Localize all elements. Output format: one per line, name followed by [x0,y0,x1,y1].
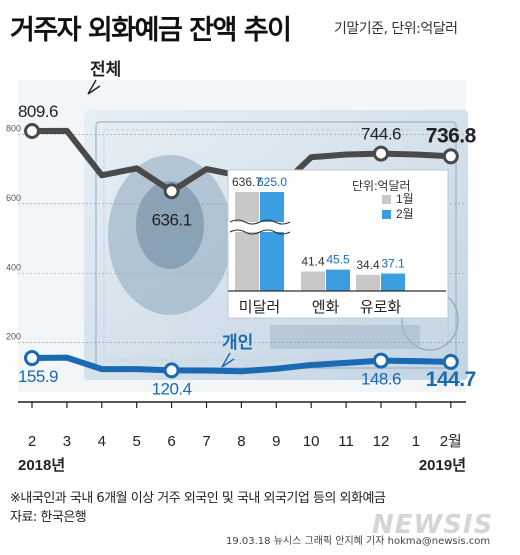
axis-break-mark [229,229,291,235]
x-axis: 2 3 4 5 6 7 8 9 10 11 12 1 2월 2018년 2019년 [18,401,466,474]
callout-pointer [221,352,235,368]
chart-title: 거주자 외화예금 잔액 추이 [10,15,292,46]
bar-2월 [260,192,284,291]
data-point-marker [163,362,180,379]
y-tick-label: 400 [6,262,21,272]
data-point-marker [373,145,389,162]
y-tick-label: 600 [6,193,21,203]
footnote: ※내국인과 국내 6개월 이상 거주 외국인 및 국내 외국기업 등의 외화예금 [10,491,386,506]
data-label: 120.4 [152,379,192,398]
data-label: 148.6 [361,370,401,389]
x-tick-label: 2월 [440,433,462,450]
data-label: 144.7 [426,368,476,391]
legend-label: 2월 [396,207,414,221]
bar-2월 [326,269,350,291]
data-point-marker [442,148,459,165]
x-tick-label: 2 [28,433,36,450]
x-tick-label: 3 [63,433,71,450]
series-name-individual: 개인 [222,333,253,352]
bar-1월 [235,192,259,291]
x-tick-label: 11 [338,433,354,450]
x-tick-label: 10 [303,433,320,450]
data-point-marker [24,123,40,140]
data-label: 736.8 [426,124,477,147]
bar-category-label: 유로화 [360,299,402,316]
data-label: 155.9 [18,367,58,386]
data-label: 636.1 [152,210,192,229]
x-tick-label: 5 [133,433,141,450]
data-label: 809.6 [18,102,58,121]
data-label: 744.6 [361,125,401,144]
bar-1월 [301,271,325,291]
inset-unit-label: 단위:억달러 [352,179,411,193]
bar-value-label: 45.5 [326,253,350,267]
x-tick-label: 4 [98,433,106,450]
newsis-watermark: NEWSIS [372,510,494,540]
legend-swatch [382,210,391,219]
data-point-marker [163,183,180,200]
callout-pointer [87,79,101,95]
x-tick-label: 6 [167,433,175,450]
bar-1월 [356,274,380,291]
year-label: 2018년 [18,457,65,474]
x-tick-label: 7 [202,433,210,450]
axis-break-band [228,222,290,232]
chart-subtitle: 기말기준, 단위:억달러 [334,21,458,37]
legend-swatch [382,195,391,204]
x-tick-label: 9 [272,433,280,450]
y-axis-tick-labels: 800 600 400 200 [6,123,21,341]
credit-line: 19.03.18 뉴시스 그래픽 안지혜 기자 hokma@newsis.com [226,536,491,547]
legend-label: 1월 [396,192,414,206]
x-tick-label: 8 [237,433,245,450]
bar-value-label: 636.7 [232,175,262,189]
source-note: 자료: 한국은행 [10,510,87,525]
bar-category-label: 엔화 [312,299,340,316]
series-name-total: 전체 [90,60,121,79]
year-label: 2019년 [419,457,466,474]
line-data-labels: 809.6 636.1 744.6 736.8 155.9 120.4 148.6 144.7… [18,60,477,398]
data-point-marker [373,352,389,369]
x-tick-label: 12 [373,433,390,450]
y-tick-label: 200 [6,332,21,342]
bar-value-label: 41.4 [301,255,325,269]
data-point-marker [442,353,459,370]
bar-value-label: 34.4 [356,258,380,272]
bar-value-label: 37.1 [381,257,405,271]
axis-break-mark [229,219,291,225]
bar-2월 [381,273,405,291]
y-tick-label: 800 [6,123,21,133]
data-point-marker [24,350,40,367]
x-tick-label: 1 [412,433,420,450]
bar-value-label: 625.0 [257,175,287,189]
bar-category-label: 미달러 [239,299,280,316]
